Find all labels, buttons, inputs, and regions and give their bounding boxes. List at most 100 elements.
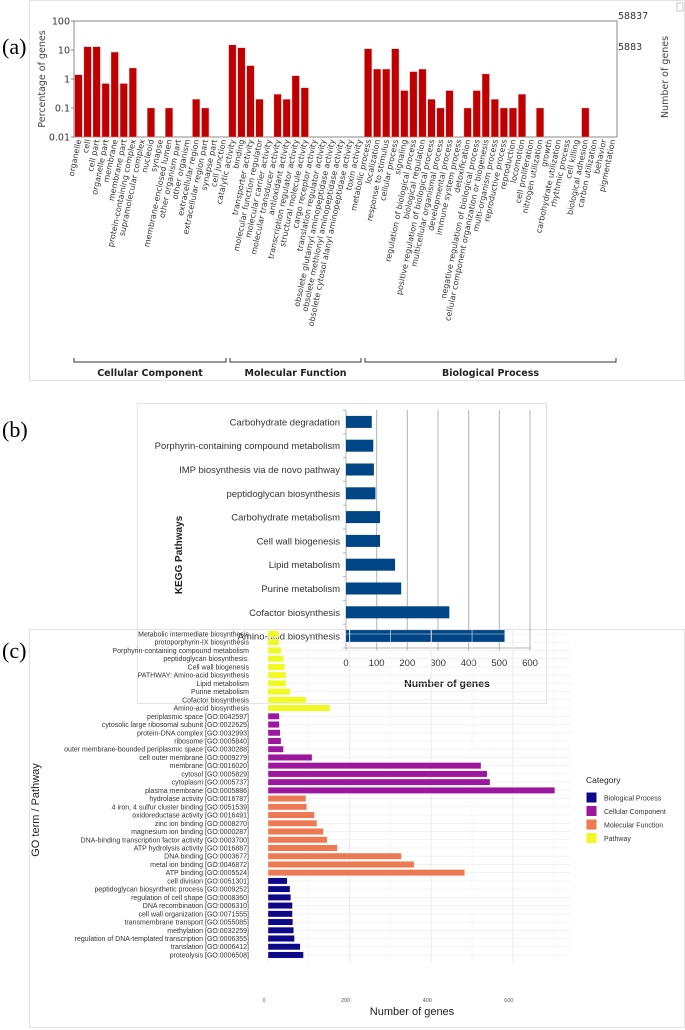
- y-tick-label: cell outer membrane [GO:0009279]: [139, 755, 249, 762]
- legend-label: Pathway: [604, 836, 631, 843]
- x-tick-label: 400: [423, 998, 432, 1004]
- bar: [267, 729, 281, 737]
- legend-label: Cellular Component: [604, 809, 666, 816]
- y-tick-label: cytosolic large ribosomal subunit [GO:00…: [102, 722, 249, 729]
- y-tick-label: regulation of DNA-templated transcriptio…: [75, 936, 249, 943]
- y-tick-label: Cell wall biogenesis: [188, 664, 250, 671]
- legend-key: [585, 818, 598, 831]
- bar: [418, 68, 427, 138]
- legend-key: [585, 805, 598, 817]
- y-tick-label: 10: [58, 46, 70, 57]
- x-tick-label: 0: [262, 998, 265, 1004]
- group-label: Cellular Component: [97, 368, 203, 379]
- bar: [267, 655, 284, 663]
- bar: [267, 836, 328, 844]
- bar: [246, 65, 255, 138]
- y-tick-label: Cofactor biosynthesis: [249, 608, 340, 619]
- bar: [192, 99, 201, 138]
- bar: [267, 762, 482, 770]
- x-tick-label: 300: [430, 658, 446, 669]
- y-tick-label: Porphyrin-containing compound metabolism: [112, 648, 249, 655]
- legend-label: Biological Process: [604, 796, 662, 803]
- y-tick-label: 4 iron, 4 sulfur cluster binding [GO:005…: [112, 804, 249, 811]
- x-axis-title: Number of genes: [370, 1006, 455, 1018]
- x-tick-label: 500: [491, 658, 507, 669]
- bar: [382, 68, 391, 138]
- bar: [364, 48, 373, 138]
- x-tick-label: 400: [461, 658, 477, 669]
- y-tick-label: translation [GO:0006412]: [171, 944, 249, 951]
- bar: [267, 647, 282, 654]
- bar: [267, 885, 291, 893]
- legend-key: [585, 832, 598, 844]
- bar: [346, 463, 374, 476]
- bar: [74, 74, 83, 138]
- bar: [481, 73, 490, 138]
- bar: [499, 107, 508, 138]
- y-tick-label: Cofactor biosynthesis: [182, 697, 249, 704]
- y-tick-label: Carbohydrate metabolism: [231, 513, 340, 524]
- bar: [267, 696, 307, 704]
- legend-label: Molecular Function: [604, 823, 663, 830]
- y-tick-label: PATHWAY: Amino-acid biosynthesis: [138, 673, 250, 680]
- bar: [267, 712, 280, 720]
- bar: [518, 93, 526, 138]
- bar: [273, 93, 282, 138]
- panel-label-b: (b): [2, 417, 28, 442]
- group-label: Molecular Function: [245, 368, 347, 379]
- bar: [119, 83, 128, 138]
- bar: [267, 852, 402, 860]
- y-tick-label: hydrolase activity [GO:0016787]: [149, 796, 249, 803]
- y-tick-label: Carbohydrate degradation: [230, 417, 340, 428]
- y-tick-label: Amino-acid biosynthesis: [238, 632, 341, 643]
- bar: [267, 819, 318, 827]
- bar: [267, 926, 294, 934]
- y-axis-title-left: Percentage of genes: [37, 30, 48, 127]
- bar: [346, 511, 381, 524]
- y-tick-label: peptidoglycan biosynthesis.: [163, 656, 249, 663]
- bar: [267, 638, 280, 646]
- bar: [391, 48, 400, 138]
- group-bracket: [73, 358, 227, 363]
- bar: [536, 107, 544, 138]
- y-tick-label: ribosome [GO:0005840]: [174, 738, 249, 745]
- y-tick-label: Lipid metabolism: [269, 560, 340, 571]
- y-tick-label: Amino-acid biosynthesis: [174, 706, 250, 713]
- bar: [400, 90, 409, 138]
- y-tick-label: periplasmic space [GO:0042597]: [147, 714, 249, 721]
- x-tick-label: organelle: [67, 138, 84, 177]
- bar: [445, 90, 454, 138]
- bar: [255, 99, 264, 138]
- y-tick-label: Metabolic intermediate biosynthesis: [138, 632, 249, 639]
- bar: [581, 107, 590, 138]
- bar: [282, 99, 291, 138]
- bar: [509, 107, 517, 138]
- bar: [346, 630, 505, 643]
- bar: [101, 83, 110, 138]
- bar: [237, 47, 246, 138]
- y-tick-label: proteolysis [GO:0006508]: [170, 952, 249, 959]
- bar: [409, 71, 418, 138]
- x-axis-title: Number of genes: [404, 678, 490, 690]
- y-tick-label: peptidoglycan biosynthesis: [226, 489, 340, 500]
- bar: [267, 795, 307, 803]
- bar: [267, 704, 331, 712]
- y-tick-label: oxidoreductase activity [GO:0016491]: [132, 813, 249, 820]
- bar: [267, 745, 284, 753]
- bar: [165, 107, 173, 138]
- bar: [267, 918, 294, 926]
- y-tick-label: IMP biosynthesis via de novo pathway: [179, 465, 340, 476]
- x-tick-label: 200: [399, 658, 415, 669]
- y-tick-label: Porphyrin-containing compound metabolism: [155, 441, 340, 452]
- bar: [267, 828, 324, 835]
- x-tick-label: 200: [341, 998, 350, 1004]
- y-tick-label: cytoplasm [GO:0005737]: [172, 780, 249, 787]
- bar: [267, 663, 285, 671]
- bar: [267, 737, 282, 745]
- bar: [267, 844, 338, 852]
- y-tick-label: peptidoglycan biosynthetic process [GO:0…: [95, 887, 250, 894]
- bar: [346, 415, 372, 428]
- y-tick-label: regulation of cell shape [GO:0008360]: [131, 895, 249, 902]
- bar: [267, 688, 291, 696]
